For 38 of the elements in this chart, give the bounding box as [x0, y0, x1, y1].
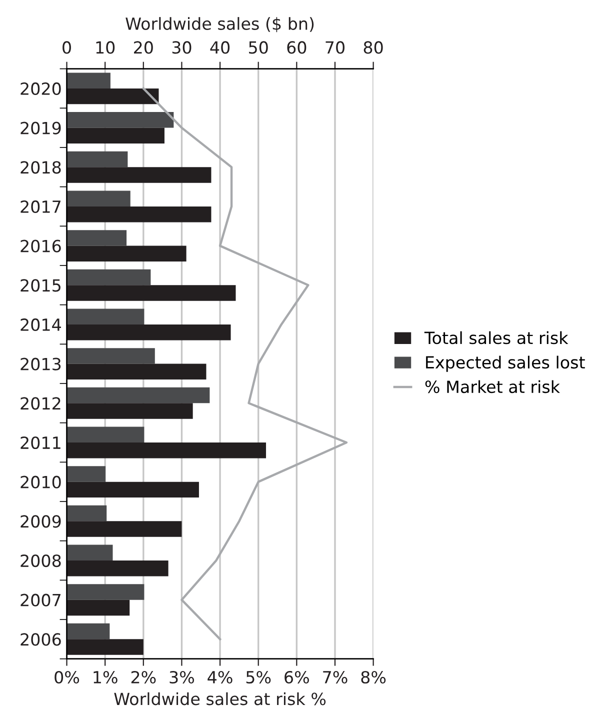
y-tick-label: 2015: [20, 279, 60, 292]
y-tick-label: 2016: [20, 240, 61, 252]
legend-label: Expected sales lost: [426, 356, 585, 372]
x2-tick-label: 80: [364, 41, 383, 54]
x2-tick-label: 10: [96, 41, 115, 54]
y-tick-label: 2009: [20, 515, 61, 528]
x2-tick-label: 20: [134, 41, 153, 54]
x2-tick-label: 60: [287, 41, 306, 54]
legend-label: Total sales at risk: [424, 331, 568, 344]
x2-tick-label: 50: [249, 41, 268, 54]
x-tick-label: 5%: [246, 670, 271, 684]
y-tick-label: 2007: [20, 594, 60, 606]
y-tick-label: 2017: [20, 200, 60, 214]
x-tick-label: 8%: [361, 670, 386, 684]
x-tick-label: 6%: [284, 670, 309, 684]
y-tick-label: 2010: [20, 476, 61, 488]
y-tick-label: 2008: [20, 554, 61, 568]
x2-tick-label: 70: [326, 41, 344, 54]
y-tick-label: 2011: [20, 436, 60, 450]
y-tick-label: 2012: [20, 397, 60, 410]
x2-tick-label: 30: [172, 41, 192, 54]
x-tick-label: 2%: [131, 670, 156, 684]
x2-tick-label: 40: [210, 41, 230, 54]
y-tick-label: 2019: [20, 122, 61, 134]
y-tick-label: 2020: [20, 82, 61, 96]
x-axis-title: Worldwide sales at risk %: [114, 692, 326, 706]
y-tick-label: 2013: [20, 358, 61, 370]
y-tick-label: 2018: [20, 161, 61, 174]
x-tick-label: 4%: [208, 670, 232, 684]
x-tick-label: 7%: [323, 670, 348, 684]
x-tick-label: 0%: [54, 670, 80, 684]
x-tick-label: 1%: [94, 670, 118, 684]
legend-label: % Market at risk: [425, 380, 560, 394]
x2-axis-title: Worldwide sales ($ bn): [126, 17, 314, 32]
x2-tick-label: 0: [62, 41, 71, 54]
y-tick-label: 2006: [20, 633, 61, 646]
x-tick-label: 3%: [170, 670, 194, 684]
y-tick-label: 2014: [20, 318, 61, 332]
